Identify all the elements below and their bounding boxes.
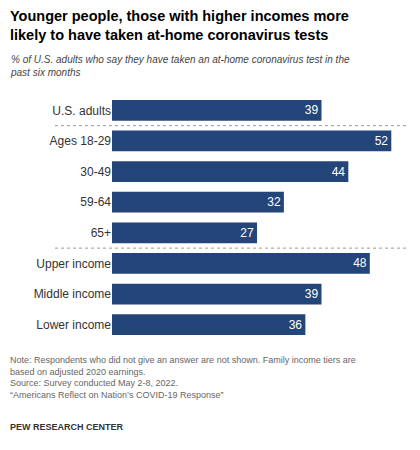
svg-text:30-49: 30-49 xyxy=(80,165,111,179)
svg-text:65+: 65+ xyxy=(91,226,111,240)
svg-text:Ages 18-29: Ages 18-29 xyxy=(50,134,112,148)
svg-text:39: 39 xyxy=(305,287,319,301)
svg-text:PEW RESEARCH CENTER: PEW RESEARCH CENTER xyxy=(10,422,124,432)
svg-text:Younger people, those with hig: Younger people, those with higher income… xyxy=(10,8,349,43)
svg-text:39: 39 xyxy=(305,103,319,117)
svg-text:U.S. adults: U.S. adults xyxy=(52,104,111,118)
svg-text:59-64: 59-64 xyxy=(80,195,111,209)
svg-text:36: 36 xyxy=(289,318,303,332)
svg-text:Lower income: Lower income xyxy=(36,318,111,332)
svg-text:Upper income: Upper income xyxy=(36,257,111,271)
svg-text:% of U.S. adults who say they: % of U.S. adults who say they have taken… xyxy=(10,54,350,78)
svg-text:52: 52 xyxy=(375,134,389,148)
svg-text:48: 48 xyxy=(353,256,367,270)
svg-text:44: 44 xyxy=(332,165,346,179)
svg-text:32: 32 xyxy=(267,195,281,209)
svg-text:Middle income: Middle income xyxy=(34,287,112,301)
svg-text:27: 27 xyxy=(240,226,254,240)
svg-text:Note: Respondents who did not: Note: Respondents who did not give an an… xyxy=(10,355,356,400)
